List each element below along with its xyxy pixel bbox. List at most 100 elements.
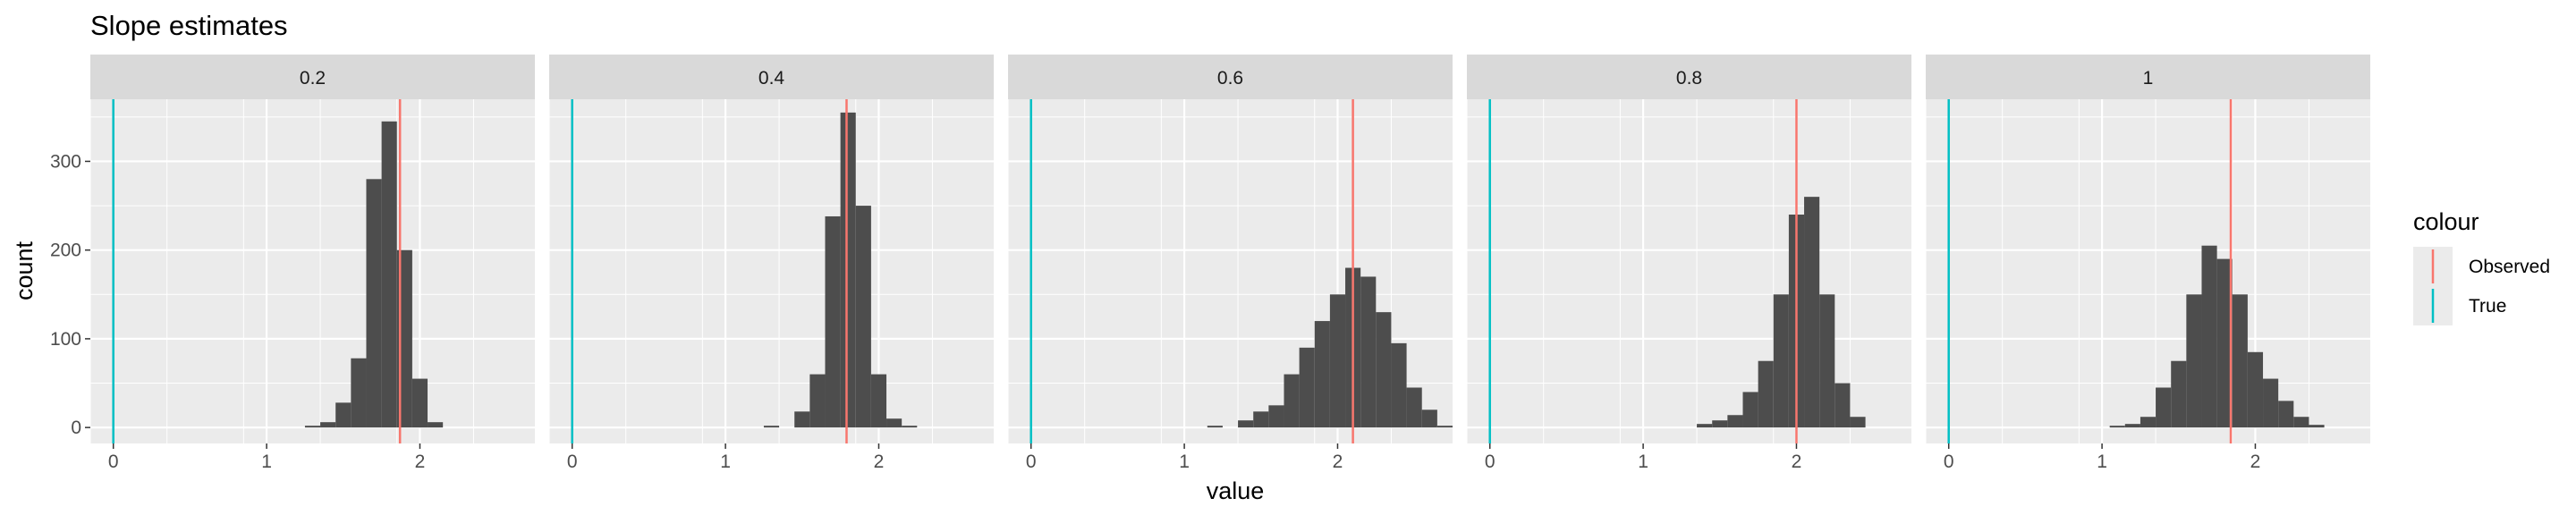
histogram-bar <box>1299 347 1315 428</box>
x-tick-label: 2 <box>1333 452 1343 472</box>
x-tick-label: 1 <box>2097 452 2107 472</box>
y-axis-title: count <box>11 241 38 300</box>
histogram-bar <box>2293 417 2309 428</box>
facet-strip <box>90 55 535 99</box>
histogram-bar <box>840 112 856 428</box>
y-tick-label: 0 <box>71 418 81 438</box>
facet-panel-0.4: 0.4 0 1 2 <box>548 55 994 472</box>
facet-panel-0.2: 0.2 0 1 2 <box>89 55 535 472</box>
facet-strip-label: 1 <box>2143 68 2154 89</box>
x-tick-label: 0 <box>1485 452 1496 472</box>
histogram-bar <box>1773 294 1789 428</box>
histogram-bar <box>1360 276 1377 428</box>
histogram-bar <box>351 358 367 428</box>
histogram-bar <box>1819 294 1835 428</box>
y-tick-label: 300 <box>50 151 81 172</box>
x-tick-label: 1 <box>1179 452 1190 472</box>
legend-keys: Observed True <box>2413 247 2550 325</box>
histogram-bar <box>1406 387 1422 428</box>
histogram-bar <box>2156 387 2172 428</box>
facet-strip-label: 0.6 <box>1217 68 1243 89</box>
histogram-bar <box>2201 245 2217 428</box>
histogram-bar <box>320 422 336 428</box>
y-tick-label: 100 <box>50 329 81 350</box>
facet-strip <box>549 55 994 99</box>
histogram-bar <box>1697 424 1713 428</box>
histogram-bar <box>1253 411 1269 428</box>
facet-strip <box>1008 55 1453 99</box>
facet-strip-label: 0.4 <box>758 68 785 89</box>
facet-panels: 0.2 0 1 2 0.4 0 1 2 0.6 0 1 2 0.8 0 1 2 1 0 1 2 <box>89 55 2370 472</box>
histogram-bar <box>2140 417 2157 428</box>
histogram-bar <box>1436 426 1453 428</box>
histogram-bar <box>1727 415 1743 428</box>
histogram-bar <box>1376 312 1392 428</box>
histogram-bar <box>335 402 352 428</box>
histogram-bar <box>2278 401 2294 428</box>
x-tick-label: 0 <box>108 452 119 472</box>
histogram-bar <box>1804 197 1820 428</box>
histogram-bar <box>2247 351 2264 428</box>
histogram-bar <box>886 418 902 428</box>
histogram-bar <box>855 206 871 428</box>
legend-label-true: True <box>2469 296 2506 317</box>
histogram-bar <box>763 426 780 428</box>
histogram-bar <box>2171 360 2187 428</box>
histogram-bar <box>2109 426 2125 428</box>
x-tick-label: 1 <box>1638 452 1648 472</box>
histogram-bar <box>381 121 397 428</box>
histogram-bar <box>1268 405 1284 428</box>
histogram-bar <box>1329 294 1346 428</box>
y-tick-label: 200 <box>50 241 81 261</box>
histogram-bar <box>2309 425 2325 428</box>
x-tick-label: 0 <box>1944 452 1954 472</box>
x-tick-label: 1 <box>261 452 272 472</box>
histogram-bar <box>1207 426 1223 428</box>
histogram-bar <box>1742 392 1758 428</box>
legend-label-observed: Observed <box>2469 257 2550 277</box>
histogram-bar <box>304 426 321 428</box>
legend-title: colour <box>2413 208 2479 235</box>
panel-background <box>1926 99 2370 443</box>
x-tick-label: 1 <box>720 452 731 472</box>
histogram-bar <box>794 411 810 428</box>
legend: colour Observed True <box>2413 208 2550 325</box>
histogram-bar <box>1758 360 1774 428</box>
panel-background <box>549 99 994 443</box>
histogram-bar <box>1712 420 1728 428</box>
facet-panel-0.8: 0.8 0 1 2 <box>1466 55 1911 472</box>
histogram-bar <box>2216 258 2233 428</box>
histogram-bar <box>1314 321 1330 428</box>
facet-strip <box>1926 55 2370 99</box>
facet-strip-label: 0.2 <box>300 68 326 89</box>
histogram-bar <box>1238 420 1254 428</box>
y-axis: 0 100 200 300 <box>50 151 90 438</box>
histogram-bar <box>1421 409 1437 428</box>
histogram-bar <box>366 179 382 428</box>
x-tick-label: 2 <box>415 452 426 472</box>
histogram-bar <box>1391 342 1407 428</box>
panel-background <box>90 99 535 443</box>
x-axis-title: value <box>1207 477 1265 504</box>
histogram-bar <box>809 374 826 428</box>
facet-strip <box>1467 55 1911 99</box>
histogram-bar <box>1835 383 1851 428</box>
histogram-bar <box>428 422 444 428</box>
facet-panel-1: 1 0 1 2 <box>1925 55 2370 472</box>
x-tick-label: 2 <box>2250 452 2261 472</box>
facet-strip-label: 0.8 <box>1676 68 1702 89</box>
x-tick-label: 2 <box>874 452 885 472</box>
histogram-bar <box>411 378 428 428</box>
histogram-bar <box>2232 294 2248 428</box>
x-tick-label: 2 <box>1792 452 1802 472</box>
x-tick-label: 0 <box>1026 452 1037 472</box>
histogram-bar <box>2186 294 2202 428</box>
histogram-bar <box>2124 424 2140 428</box>
histogram-bar <box>825 215 841 428</box>
facet-panel-0.6: 0.6 0 1 2 <box>1007 55 1453 472</box>
histogram-bar <box>1284 374 1300 428</box>
histogram-bar <box>1850 417 1866 428</box>
x-tick-label: 0 <box>567 452 578 472</box>
histogram-bar <box>902 426 918 428</box>
